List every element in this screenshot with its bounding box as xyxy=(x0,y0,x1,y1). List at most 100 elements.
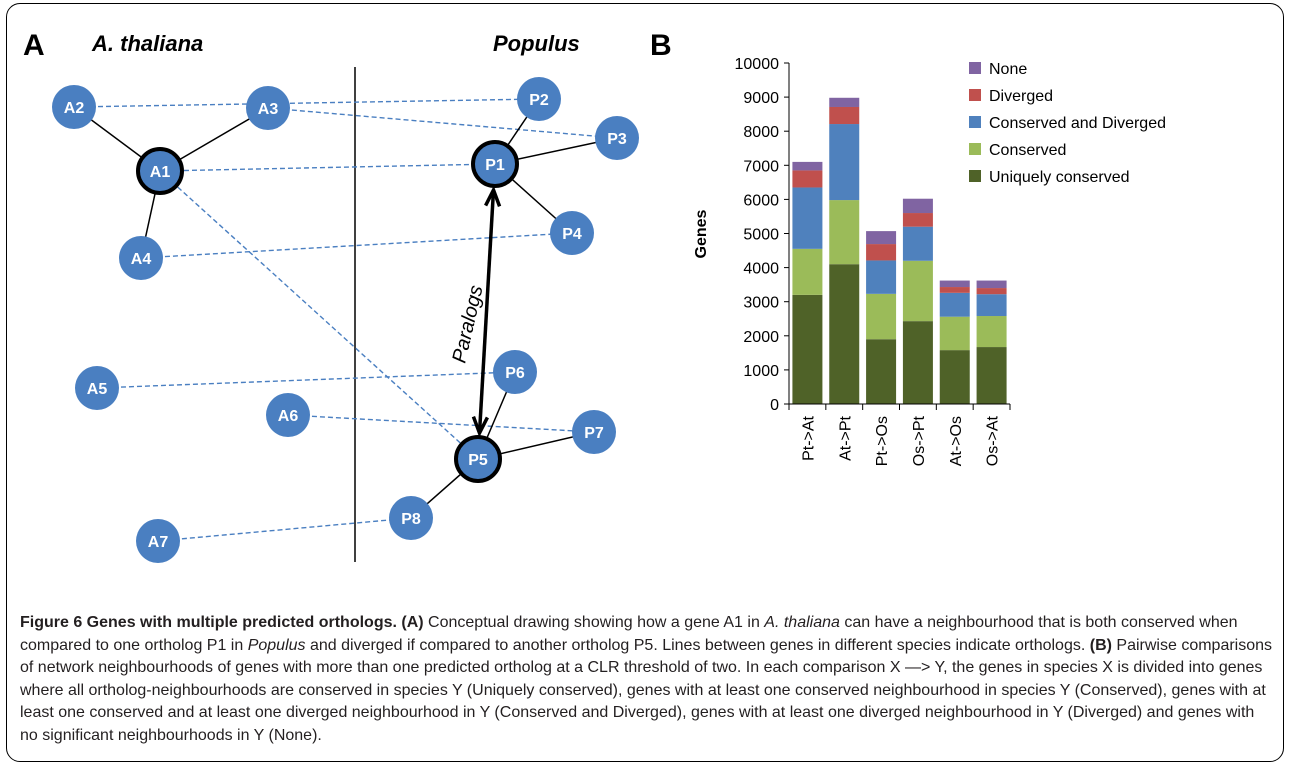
gene-node-p3: P3 xyxy=(595,116,639,160)
caption-ref-a: (A) xyxy=(401,614,424,631)
bar-segment-uniquely-conserved xyxy=(902,321,933,404)
species-left-label: A. thaliana xyxy=(91,31,203,56)
bar-segment-conserved xyxy=(829,200,860,265)
gene-node-p8: P8 xyxy=(389,496,433,540)
gene-node-a1: A1 xyxy=(136,147,184,195)
caption-species-1: A. thaliana xyxy=(764,614,840,631)
gene-node-label: P2 xyxy=(529,92,549,109)
legend-swatch xyxy=(969,143,981,155)
bar-segment-conserved xyxy=(976,316,1007,348)
bar-segment-diverged xyxy=(829,106,860,125)
gene-node-label: P6 xyxy=(505,365,525,382)
paralog-arrowhead-bottom xyxy=(471,416,489,438)
y-tick-label: 0 xyxy=(770,397,779,414)
gene-node-label: A7 xyxy=(148,534,169,551)
gene-node-circle xyxy=(454,435,502,483)
legend-swatch xyxy=(969,89,981,101)
bar-segment-uniquely-conserved xyxy=(866,339,897,404)
bar-segment-diverged xyxy=(866,244,897,261)
legend-entry-uniquely-conserved: Uniquely conserved xyxy=(969,169,1130,186)
gene-node-label: P8 xyxy=(401,511,421,528)
gene-node-circle xyxy=(246,86,290,130)
bar-segment-none xyxy=(976,280,1007,289)
ortholog-line xyxy=(287,414,595,433)
gene-node-label: P4 xyxy=(562,226,582,243)
figure-frame xyxy=(6,3,1284,762)
bar-segment-conserved-and-diverged xyxy=(902,226,933,261)
gene-node-p7: P7 xyxy=(572,410,616,454)
gene-node-p6: P6 xyxy=(493,350,537,394)
x-tick-label: Os->At xyxy=(985,415,1002,466)
gene-node-label: P3 xyxy=(607,131,627,148)
y-tick-label: 9000 xyxy=(743,90,779,107)
gene-node-label: A2 xyxy=(64,100,85,117)
gene-node-p4: P4 xyxy=(550,211,594,255)
gene-node-a4: A4 xyxy=(119,236,163,280)
ortholog-line xyxy=(140,232,573,259)
ortholog-line xyxy=(157,517,412,542)
legend-label: Uniquely conserved xyxy=(989,169,1130,186)
caption-text-3: and diverged if compared to another orth… xyxy=(305,636,1090,654)
figure-caption: Figure 6 Genes with multiple predicted o… xyxy=(20,612,1275,747)
gene-node-label: P7 xyxy=(584,425,604,442)
caption-species-2: Populus xyxy=(247,636,306,654)
bar-segment-uniquely-conserved xyxy=(976,347,1007,404)
gene-node-circle xyxy=(595,116,639,160)
legend-swatch xyxy=(969,116,981,128)
bar-segment-uniquely-conserved xyxy=(939,350,970,404)
bar-segment-none xyxy=(902,198,933,214)
legend-label: Conserved and Diverged xyxy=(989,115,1166,132)
bar-segment-conserved xyxy=(792,248,823,295)
y-tick-label: 1000 xyxy=(743,363,779,380)
gene-node-circle xyxy=(75,366,119,410)
legend-label: None xyxy=(989,61,1027,78)
gene-node-circle xyxy=(119,236,163,280)
y-tick-label: 3000 xyxy=(743,295,779,312)
bar-segment-none xyxy=(939,280,970,288)
legend-swatch xyxy=(969,170,981,182)
caption-text-4: Pairwise comparisons of network neighbou… xyxy=(20,636,1273,677)
legend-swatch xyxy=(969,62,981,74)
y-tick-label: 6000 xyxy=(743,192,779,209)
legend-label: Diverged xyxy=(989,88,1053,105)
gene-node-a2: A2 xyxy=(52,85,96,129)
gene-node-a3: A3 xyxy=(246,86,290,130)
legend-entry-diverged: Diverged xyxy=(969,88,1053,105)
gene-node-a5: A5 xyxy=(75,366,119,410)
gene-node-circle xyxy=(493,350,537,394)
bar-segment-uniquely-conserved xyxy=(829,264,860,404)
caption-title: Figure 6 Genes with multiple predicted o… xyxy=(20,614,397,631)
ortholog-line xyxy=(159,170,479,460)
caption-text-2: can have a neighbourhood that is both co… xyxy=(20,614,1238,654)
ortholog-line xyxy=(96,371,516,389)
gene-node-circle xyxy=(550,211,594,255)
bar-segment-conserved xyxy=(866,293,897,340)
gene-node-label: P5 xyxy=(468,452,488,469)
bar-segment-conserved xyxy=(939,316,970,351)
legend-entry-none: None xyxy=(969,61,1027,78)
y-tick-label: 5000 xyxy=(743,227,779,244)
legend-label: Conserved xyxy=(989,142,1066,159)
x-tick-label: Os->Pt xyxy=(911,415,928,466)
ortholog-line xyxy=(73,98,540,108)
ortholog-line xyxy=(159,163,496,172)
bar-segment-conserved xyxy=(902,260,933,322)
ortholog-line xyxy=(267,107,618,139)
gene-node-p5: P5 xyxy=(454,435,502,483)
legend-entry-conserved-and-diverged: Conserved and Diverged xyxy=(969,115,1166,132)
bar-segment-uniquely-conserved xyxy=(792,294,823,404)
y-tick-label: 10000 xyxy=(735,56,780,73)
bar-segment-diverged xyxy=(976,288,1007,295)
legend-entry-conserved: Conserved xyxy=(969,142,1066,159)
bar-segment-conserved-and-diverged xyxy=(829,124,860,201)
gene-node-circle xyxy=(471,140,519,188)
panel-b-label: B xyxy=(650,29,672,62)
gene-node-label: A6 xyxy=(278,408,299,425)
panel-a-label: A xyxy=(23,29,45,62)
y-axis-title: Genes xyxy=(693,209,710,258)
paralog-arrow-line xyxy=(477,189,496,434)
x-tick-label: At->Os xyxy=(948,416,965,466)
gene-node-circle xyxy=(136,519,180,563)
caption-text-1: Conceptual drawing showing how a gene A1… xyxy=(423,614,765,631)
caption-text-5: Y, the genes in species X is divided int… xyxy=(20,659,1266,744)
